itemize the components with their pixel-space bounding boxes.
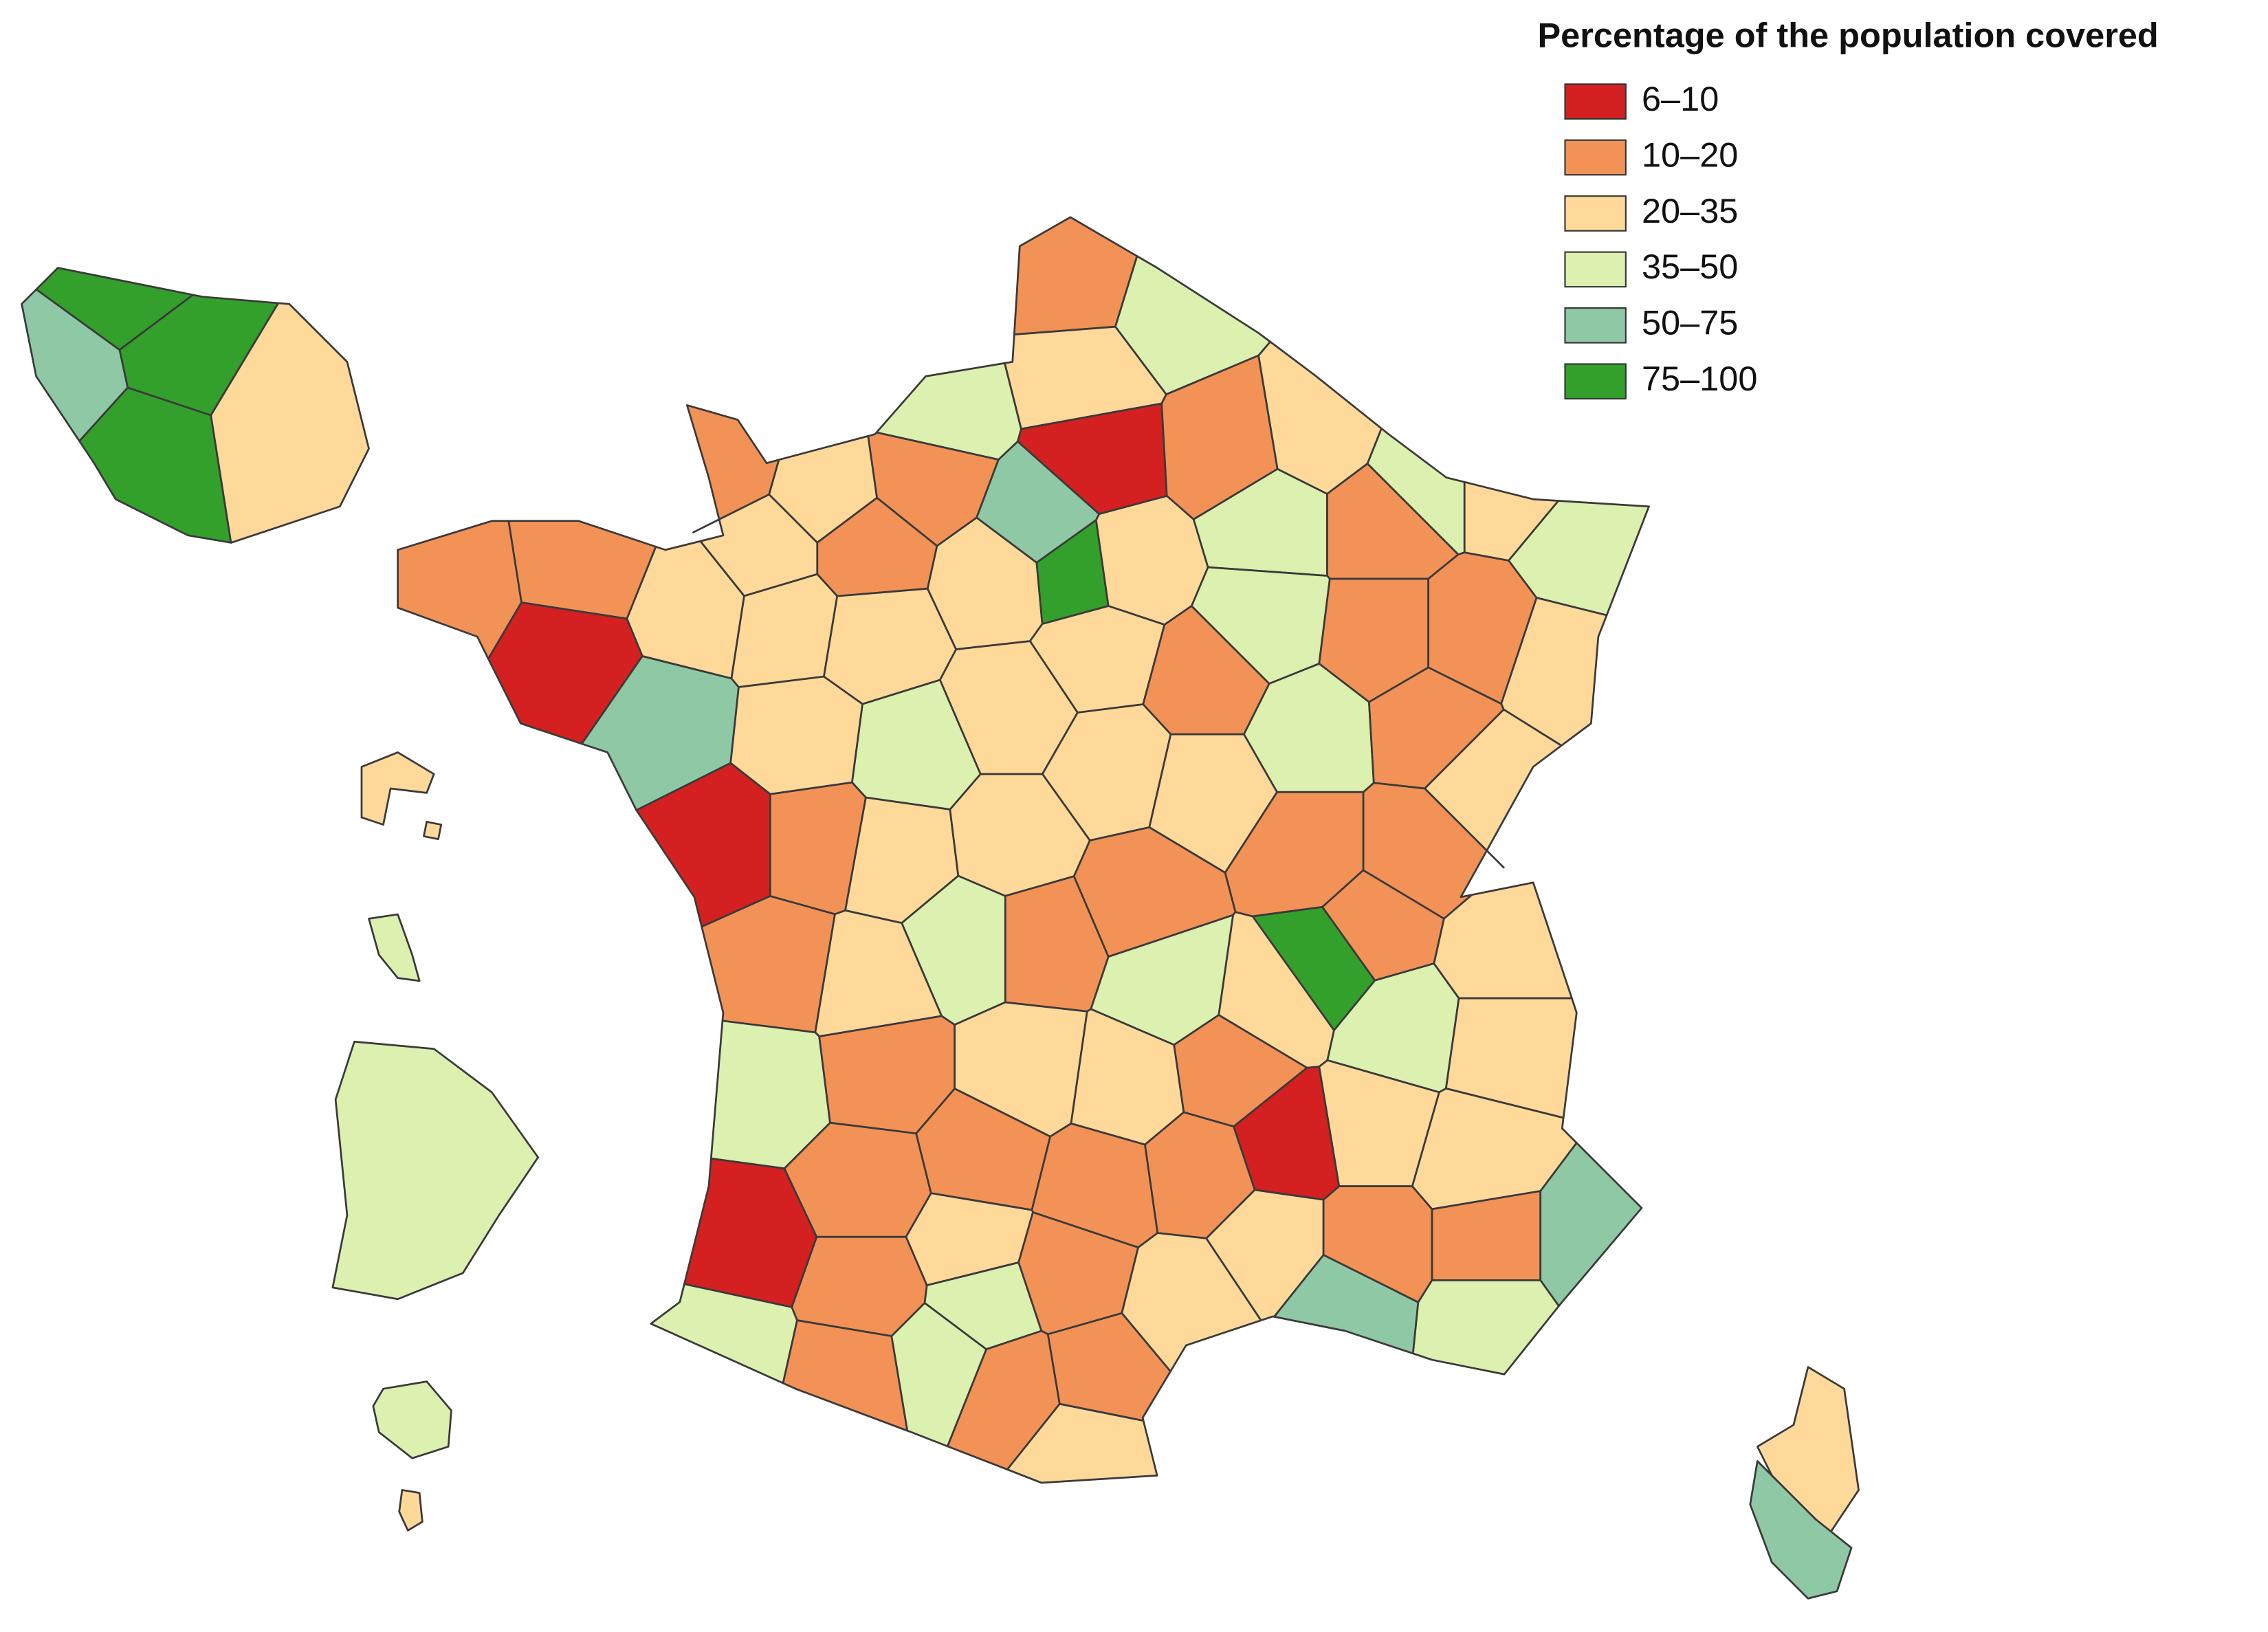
legend-swatch (1564, 139, 1627, 176)
department (360, 751, 435, 826)
department (1749, 1459, 1853, 1600)
legend-label: 10–20 (1642, 135, 1738, 174)
legend-swatch (1564, 83, 1627, 120)
department (1121, 1232, 1262, 1373)
department (729, 675, 863, 795)
department (368, 913, 421, 982)
legend-swatch (1564, 307, 1627, 344)
department (423, 821, 443, 841)
legend-swatch (1564, 251, 1627, 288)
legend-label: 6–10 (1642, 79, 1719, 118)
regions (21, 216, 1860, 1600)
department (372, 1380, 452, 1459)
legend-swatch (1564, 195, 1627, 232)
department (210, 302, 370, 544)
legend-label: 75–100 (1642, 359, 1757, 398)
department (1006, 1402, 1158, 1484)
legend: Percentage of the population covered 6–1… (1538, 15, 2159, 400)
legend-swatch (1564, 363, 1627, 400)
department (1424, 708, 1563, 869)
department (397, 520, 522, 660)
department (398, 1489, 423, 1532)
department (331, 1040, 540, 1301)
legend-label: 50–75 (1642, 303, 1738, 342)
department (1411, 1279, 1560, 1376)
legend-label: 20–35 (1642, 191, 1738, 230)
legend-title: Percentage of the population covered (1538, 15, 2159, 54)
legend-label: 35–50 (1642, 247, 1738, 286)
department (782, 1319, 909, 1432)
